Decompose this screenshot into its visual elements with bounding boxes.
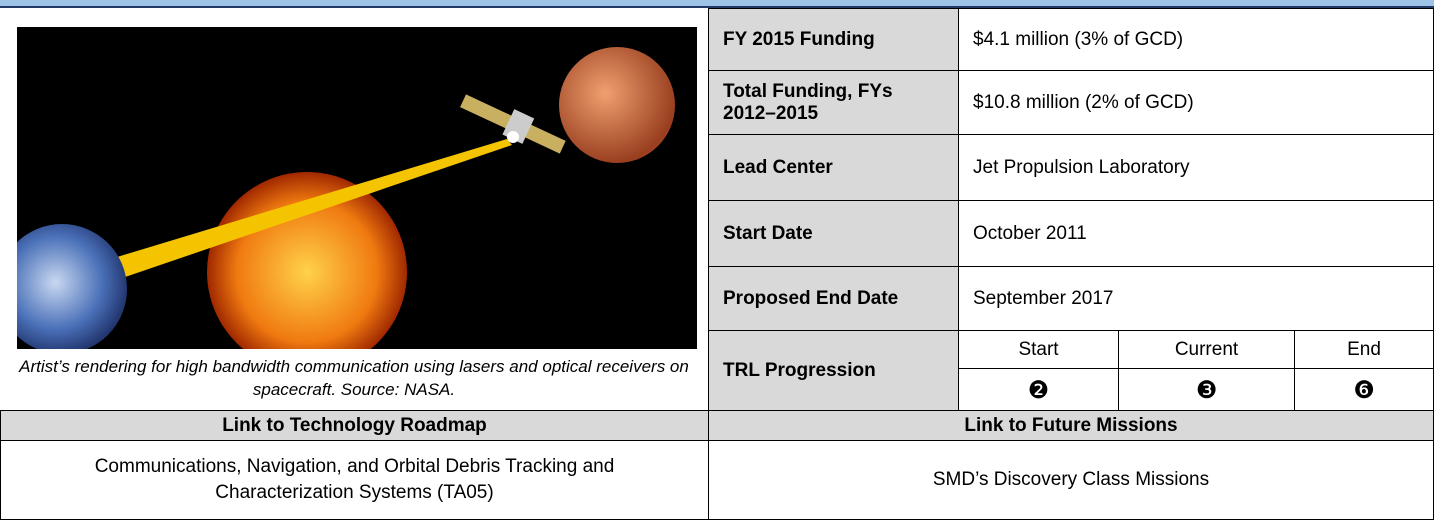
links-header: Link to Future Missions bbox=[708, 410, 1434, 441]
top-bar bbox=[0, 0, 1434, 8]
links-header: Link to Technology Roadmap bbox=[0, 410, 709, 441]
trl-value: ❻ bbox=[1294, 368, 1434, 411]
trl-header: Start bbox=[958, 330, 1119, 369]
links-cell: SMD’s Discovery Class Missions bbox=[708, 440, 1434, 520]
label: Total Funding, FYs 2012–2015 bbox=[708, 70, 959, 135]
trl-value: ❸ bbox=[1118, 368, 1295, 411]
value: $10.8 million (2% of GCD) bbox=[958, 70, 1434, 135]
trl-header: Current bbox=[1118, 330, 1295, 369]
value: October 2011 bbox=[958, 200, 1434, 267]
label: Lead Center bbox=[708, 134, 959, 201]
label: TRL Progression bbox=[708, 330, 959, 411]
label: Proposed End Date bbox=[708, 266, 959, 331]
label: FY 2015 Funding bbox=[708, 8, 959, 71]
label: Start Date bbox=[708, 200, 959, 267]
trl-value: ❷ bbox=[958, 368, 1119, 411]
trl-header: End bbox=[1294, 330, 1434, 369]
value: $4.1 million (3% of GCD) bbox=[958, 8, 1434, 71]
illustration bbox=[17, 27, 697, 349]
caption: Artist’s rendering for high bandwidth co… bbox=[19, 357, 689, 399]
value: Jet Propulsion Laboratory bbox=[958, 134, 1434, 201]
links-cell: Communications, Navigation, and Orbital … bbox=[0, 440, 709, 520]
value: September 2017 bbox=[958, 266, 1434, 331]
